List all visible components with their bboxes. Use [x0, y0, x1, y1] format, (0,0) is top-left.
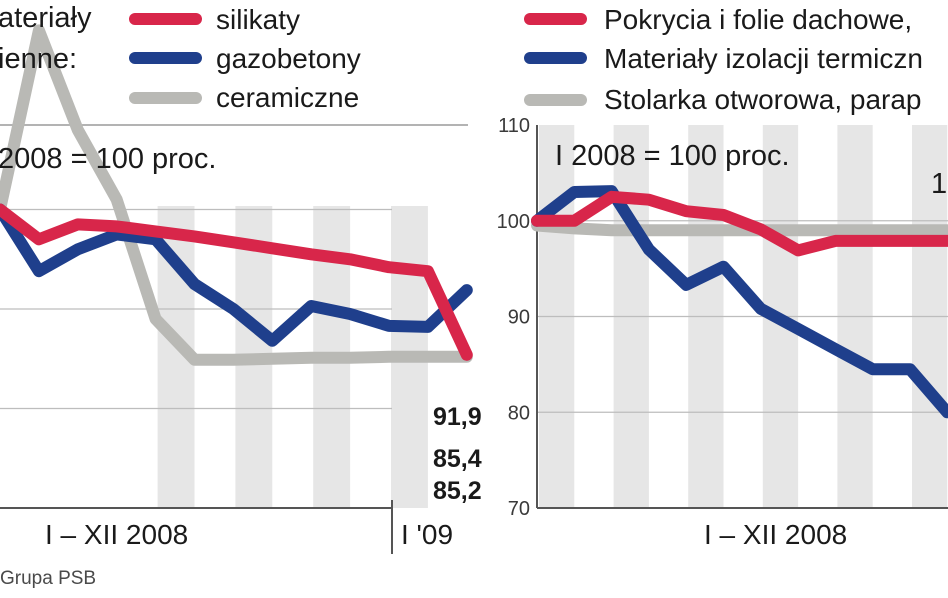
legend-item-gazobetony: gazobetony [129, 43, 361, 74]
right-series-line-0 [531, 190, 948, 257]
legend-label-silikaty: silikaty [216, 4, 300, 35]
left-header-line-1: ateriały [0, 2, 92, 34]
y-tick-label: 100 [497, 211, 530, 233]
left-header-line-2: ienne: [0, 43, 77, 75]
legend-label-stolarka: Stolarka otworowa, parap [604, 84, 922, 115]
legend-label-ceramiczne: ceramiczne [216, 82, 359, 113]
right-chart-panel: 70 80 90 100 110 Pokrycia i folie dachowe, M… [497, 4, 948, 550]
source-label: Grupa PSB [0, 568, 96, 589]
right-period-label: I – XII 2008 [704, 519, 847, 550]
left-series-lines [0, 24, 473, 366]
legend-item-stolarka: Stolarka otworowa, parap [524, 84, 922, 115]
right-index-base-label: I 2008 = 100 proc. [555, 140, 790, 172]
legend-label-gazobetony: gazobetony [216, 43, 361, 74]
left-period-label: I – XII 2008 [45, 519, 188, 550]
legend-item-silikaty: silikaty [129, 4, 300, 35]
right-cut-value-label: 1 [931, 168, 947, 200]
left-index-base-label: 2008 = 100 proc. [0, 143, 216, 175]
right-series-line-1 [531, 185, 948, 419]
legend-label-izolacja: Materiały izolacji termiczn [604, 43, 923, 74]
left-series-line-1 [0, 203, 473, 347]
y-tick-label: 70 [508, 498, 530, 520]
legend-item-pokrycia: Pokrycia i folie dachowe, [524, 4, 912, 35]
right-series-lines [531, 185, 948, 419]
left-series-line-2 [0, 24, 473, 366]
legend-item-izolacja: Materiały izolacji termiczn [524, 43, 923, 74]
y-tick-label: 90 [508, 307, 530, 329]
left-chart-panel: ateriały ienne: silikaty gazobetony cera… [0, 2, 482, 589]
y-tick-label: 80 [508, 402, 530, 424]
legend-item-ceramiczne: ceramiczne [129, 82, 359, 113]
end-value-label-silikaty: 85,4 [433, 445, 482, 473]
right-series-line-2 [531, 219, 948, 237]
legend-label-pokrycia: Pokrycia i folie dachowe, [604, 4, 912, 35]
left-series-line-0 [0, 203, 473, 361]
end-value-label-ceramiczne: 85,2 [433, 477, 482, 505]
right-y-tick-labels: 70 80 90 100 110 [497, 115, 530, 520]
left-last-period-label: I '09 [401, 519, 453, 550]
y-tick-label: 110 [498, 115, 530, 137]
end-value-label-gazobetony: 91,9 [433, 403, 482, 431]
